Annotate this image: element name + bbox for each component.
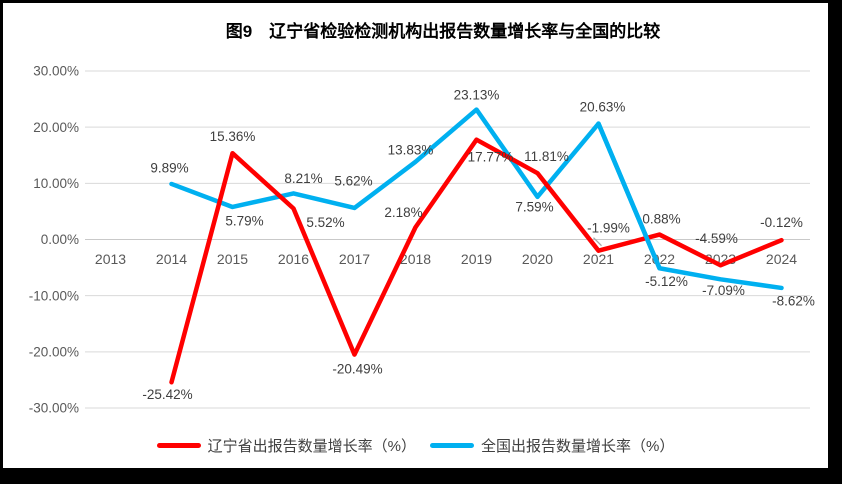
legend-label-liaoning: 辽宁省出报告数量增长率（%） (207, 438, 416, 455)
data-label-national: -5.12% (645, 274, 688, 289)
data-label-liaoning: 11.81% (524, 149, 569, 164)
y-tick-label: -10.00% (29, 288, 79, 303)
y-tick-label: 0.00% (41, 232, 79, 247)
y-tick-label: -30.00% (29, 401, 79, 416)
data-label-liaoning: 17.77% (468, 149, 514, 164)
data-label-liaoning: -25.42% (142, 387, 192, 402)
x-tick-label: 2013 (95, 251, 126, 267)
legend-line-swatch-national (430, 443, 474, 448)
data-label-liaoning: -1.99% (587, 220, 630, 235)
y-tick-label: 20.00% (33, 120, 79, 135)
data-label-liaoning: 15.36% (210, 129, 256, 144)
annotations-group (593, 237, 602, 247)
data-label-national: 8.21% (284, 171, 322, 186)
x-tick-label: 2019 (461, 251, 492, 267)
x-tick-label: 2018 (400, 251, 431, 267)
series-line-national-overlay (596, 121, 662, 271)
data-label-liaoning: -0.12% (760, 215, 803, 230)
data-label-national: 20.63% (580, 99, 626, 114)
data-label-liaoning: 0.88% (642, 211, 680, 226)
y-tick-label: -20.00% (29, 345, 79, 360)
x-tick-label: 2020 (522, 251, 553, 267)
legend-item-liaoning: 辽宁省出报告数量增长率（%） (156, 435, 416, 456)
data-label-national: 13.83% (388, 143, 434, 158)
x-tick-label: 2024 (766, 251, 797, 267)
legend-line-swatch-liaoning (156, 443, 201, 448)
x-tick-label: 2016 (278, 251, 309, 267)
x-tick-label: 2021 (583, 251, 614, 267)
data-label-liaoning: 5.52% (306, 215, 344, 230)
data-labels-group: -25.42% 15.36% 5.52% -20.49% 2.18% 17.77% 11.8… (142, 87, 815, 402)
x-axis-labels-group: 2013 2014 2015 2016 2017 2018 2019 2020 2021 2022… (95, 251, 797, 267)
y-axis-labels-group: 30.00% 20.00% 10.00% 0.00% -10.00% -20.00% -30… (29, 64, 79, 416)
data-label-national: 9.89% (150, 161, 188, 176)
chart-title: 图9 辽宁省检验检测机构出报告数量增长率与全国的比较 (226, 21, 660, 41)
x-tick-label: 2015 (217, 251, 248, 267)
series-line-national (169, 107, 784, 291)
data-label-liaoning: 2.18% (384, 205, 422, 220)
data-label-national: 5.79% (225, 214, 263, 229)
data-label-national: -8.62% (772, 294, 815, 309)
series-line-liaoning (169, 137, 784, 385)
data-label-national: 23.13% (454, 87, 500, 102)
data-label-national: 5.62% (334, 174, 372, 189)
data-label-liaoning: -4.59% (695, 231, 738, 246)
data-label-national: 7.59% (515, 200, 553, 215)
chart-canvas: 图9 辽宁省检验检测机构出报告数量增长率与全国的比较 30.00% 20.00% 1… (3, 3, 828, 468)
legend-item-national: 全国出报告数量增长率（%） (430, 435, 674, 456)
y-tick-label: 10.00% (33, 176, 79, 191)
data-label-liaoning: -20.49% (332, 361, 382, 376)
legend-label-national: 全国出报告数量增长率（%） (481, 438, 675, 455)
legend: 辽宁省出报告数量增长率（%） 全国出报告数量增长率（%） (3, 435, 828, 456)
data-label-leader-line (593, 237, 602, 247)
data-label-national: -7.09% (702, 283, 745, 298)
y-tick-label: 30.00% (33, 64, 79, 79)
series-lines-group (169, 107, 784, 385)
line-chart: 图9 辽宁省检验检测机构出报告数量增长率与全国的比较 30.00% 20.00% 1… (29, 21, 815, 416)
x-tick-label: 2017 (339, 251, 370, 267)
x-tick-label: 2014 (156, 251, 187, 267)
